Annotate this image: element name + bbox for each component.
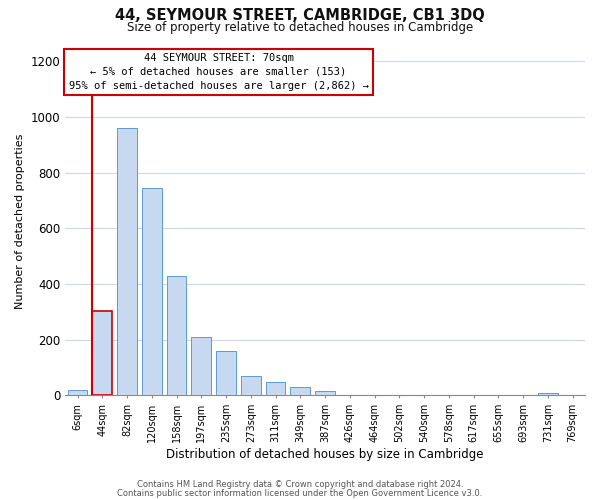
Text: Size of property relative to detached houses in Cambridge: Size of property relative to detached ho… <box>127 21 473 34</box>
Text: Contains public sector information licensed under the Open Government Licence v3: Contains public sector information licen… <box>118 489 482 498</box>
Bar <box>167 276 187 396</box>
Bar <box>266 382 286 396</box>
Bar <box>241 376 261 396</box>
Bar <box>68 390 88 396</box>
Bar <box>117 128 137 396</box>
Text: 44, SEYMOUR STREET, CAMBRIDGE, CB1 3DQ: 44, SEYMOUR STREET, CAMBRIDGE, CB1 3DQ <box>115 8 485 22</box>
Bar <box>216 351 236 396</box>
Bar <box>290 386 310 396</box>
Y-axis label: Number of detached properties: Number of detached properties <box>15 134 25 309</box>
Text: 44 SEYMOUR STREET: 70sqm
← 5% of detached houses are smaller (153)
95% of semi-d: 44 SEYMOUR STREET: 70sqm ← 5% of detache… <box>68 52 368 90</box>
Bar <box>315 392 335 396</box>
Bar <box>538 393 558 396</box>
Text: Contains HM Land Registry data © Crown copyright and database right 2024.: Contains HM Land Registry data © Crown c… <box>137 480 463 489</box>
Bar <box>142 188 162 396</box>
Bar <box>92 310 112 396</box>
Bar <box>191 337 211 396</box>
X-axis label: Distribution of detached houses by size in Cambridge: Distribution of detached houses by size … <box>166 448 484 461</box>
